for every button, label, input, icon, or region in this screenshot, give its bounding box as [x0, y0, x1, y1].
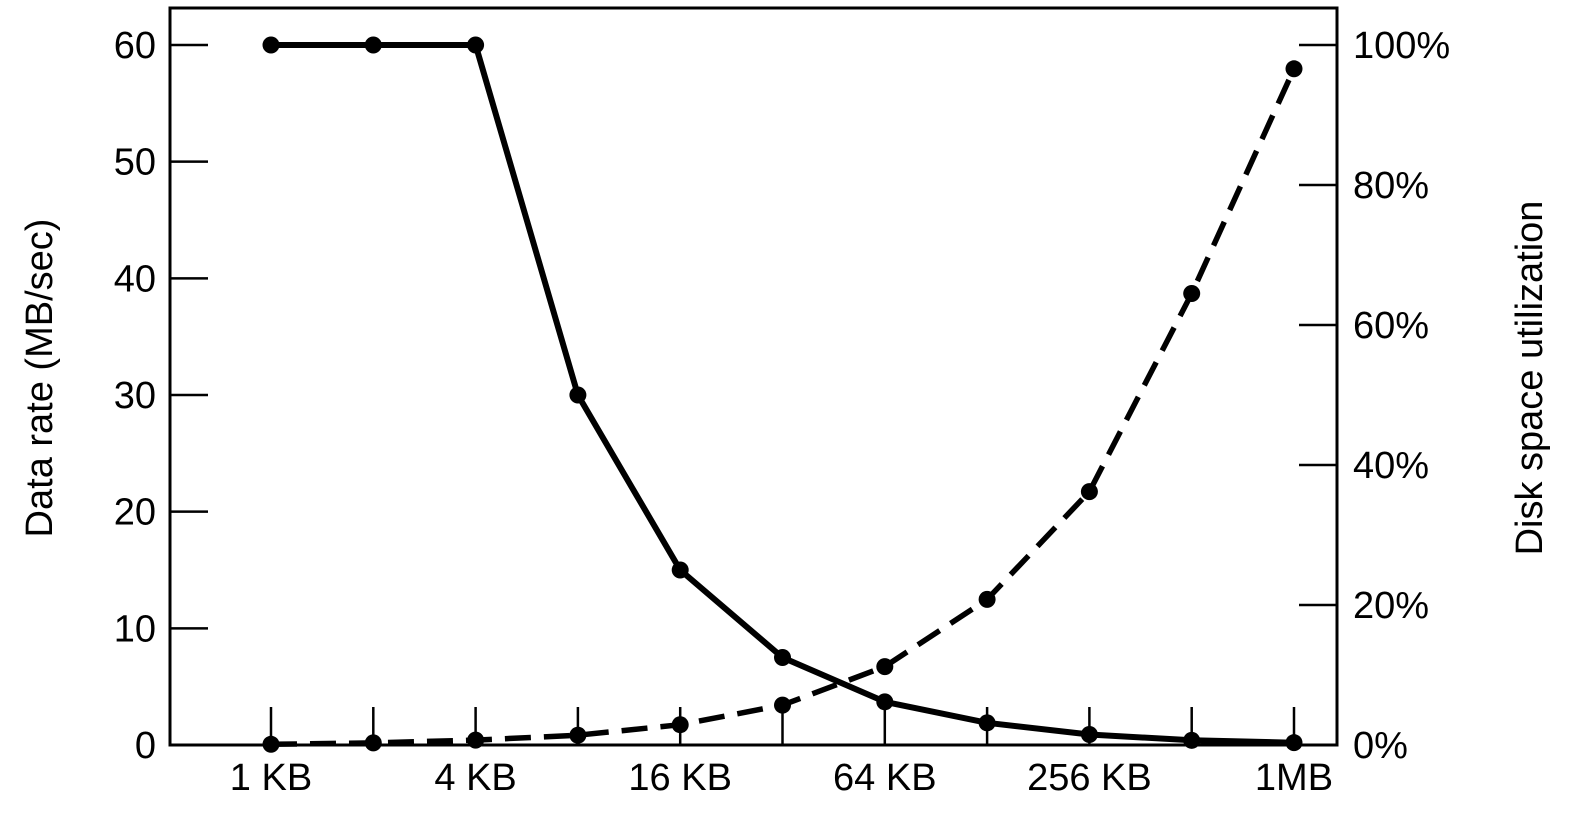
y-right-tick-label: 0%: [1353, 725, 1408, 767]
data-rate-point: [262, 36, 280, 54]
y-right-tick-label: 80%: [1353, 165, 1429, 207]
y-right-tick-label: 20%: [1353, 585, 1429, 627]
y-left-tick-label: 50: [114, 142, 156, 184]
utilization-point: [364, 734, 382, 752]
utilization-point: [876, 658, 894, 676]
utilization-series-line: [270, 67, 1297, 748]
utilization-point: [569, 726, 587, 744]
x-tick-label: 1MB: [1255, 757, 1333, 799]
y-left-tick-label: 10: [114, 608, 156, 650]
y-right-tick-label: 60%: [1353, 305, 1429, 347]
right-axis: 0% 20% 40% 60% 80% 100%: [1299, 25, 1450, 767]
utilization-point: [1183, 285, 1201, 302]
utilization-point: [467, 731, 485, 749]
y-right-tick-label: 40%: [1353, 445, 1429, 487]
data-rate-point: [671, 561, 689, 579]
series-layer: [262, 36, 1303, 753]
y-left-tick-label: 30: [114, 375, 156, 417]
x-tick-label: 256 KB: [1027, 757, 1152, 799]
data-rate-point: [569, 386, 587, 404]
utilization-point: [671, 716, 689, 734]
utilization-point: [774, 696, 791, 714]
utilization-point: [1285, 60, 1303, 78]
x-tick-label: 16 KB: [628, 757, 732, 799]
left-axis: 0 10 20 30 40 50 60: [114, 25, 208, 767]
y-left-tick-label: 60: [114, 25, 156, 67]
x-tick-label: 1 KB: [230, 757, 312, 799]
data-rate-point: [1080, 726, 1098, 743]
plot-frame: [168, 6, 1339, 747]
utilization-point: [262, 735, 280, 753]
data-rate-point: [1183, 731, 1201, 749]
y-left-tick-label: 40: [114, 258, 156, 300]
utilization-point: [1080, 483, 1098, 501]
y-right-tick-label: 100%: [1353, 25, 1450, 67]
data-rate-point: [876, 693, 894, 711]
data-rate-point: [364, 36, 382, 54]
x-tick-label: 4 KB: [434, 757, 516, 799]
data-rate-series-line: [271, 42, 1295, 746]
y-left-tick-label: 20: [114, 492, 156, 534]
data-rate-point: [467, 36, 485, 54]
y-axis-right-title: Disk space utilization: [1509, 201, 1551, 556]
x-tick-label: 64 KB: [833, 757, 937, 799]
y-left-tick-label: 0: [135, 725, 156, 767]
data-rate-point: [1285, 734, 1303, 752]
data-rate-point: [774, 649, 791, 666]
y-axis-left-title: Data rate (MB/sec): [19, 219, 61, 538]
data-rate-point: [978, 714, 996, 732]
utilization-point: [978, 590, 996, 608]
x-axis: 1 KB 4 KB 16 KB 64 KB 256 KB 1MB: [230, 707, 1333, 799]
